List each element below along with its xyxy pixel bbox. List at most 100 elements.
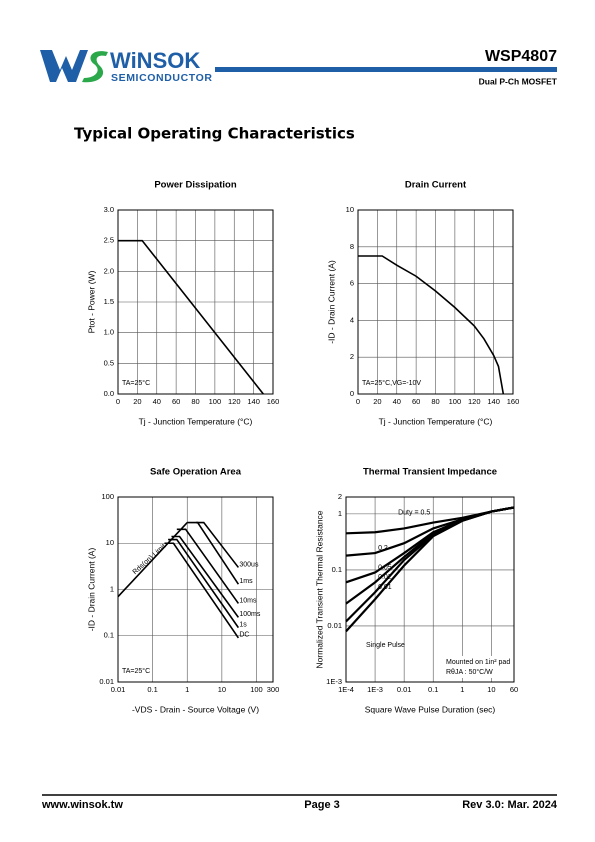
y-tick-label: 1E-3 <box>326 677 342 686</box>
chart-title: Safe Operation Area <box>150 467 242 478</box>
y-tick-label: 2.5 <box>104 236 114 245</box>
part-desc: Dual P-Ch MOSFET <box>479 76 558 86</box>
y-tick-label: 3.0 <box>104 205 114 214</box>
x-tick-label: 100 <box>250 685 263 694</box>
chart-title: Thermal Transient Impedance <box>363 467 497 478</box>
y-tick-label: 0.0 <box>104 389 114 398</box>
y-axis-label: -ID - Drain Current (A) <box>86 548 96 632</box>
x-tick-label: 100 <box>209 397 222 406</box>
plot-frame <box>357 209 514 395</box>
x-tick-label: 1 <box>185 685 189 694</box>
series-label: 1s <box>239 621 247 628</box>
plot-frame <box>117 496 274 683</box>
x-tick-label: 0.1 <box>147 685 157 694</box>
series-label: Single Pulse <box>366 642 405 649</box>
x-tick-label: 60 <box>172 397 180 406</box>
data-line <box>345 506 515 633</box>
data-line <box>164 542 240 639</box>
y-tick-label: 10 <box>106 538 114 547</box>
x-tick-label: 20 <box>373 397 381 406</box>
annotation: RθJA : 50°C/W <box>446 668 493 676</box>
data-line <box>118 239 264 395</box>
chart-title: Power Dissipation <box>154 180 237 191</box>
x-tick-label: 160 <box>507 397 520 406</box>
chart: Thermal Transient Impedance 1E-4 1E-3 0.01 0… <box>314 467 518 715</box>
series-label: 10ms <box>239 597 257 604</box>
x-tick-label: 300 <box>267 685 280 694</box>
x-tick-label: 80 <box>191 397 199 406</box>
series-label: Duty = 0.5 <box>398 509 430 516</box>
data-line <box>187 521 240 585</box>
annotation: TA=25°C <box>122 379 150 387</box>
part-number: WSP4807 <box>485 48 557 65</box>
x-tick-label: 40 <box>153 397 161 406</box>
y-axis-label: Normalized Transient Thermal Resistance <box>314 510 324 668</box>
series-label: 300us <box>239 561 259 568</box>
y-tick-label: 0 <box>350 389 354 398</box>
annotation-box <box>442 656 512 678</box>
x-axis-label: -VDS - Drain - Source Voltage (V) <box>132 704 259 714</box>
y-tick-label: 1 <box>338 509 342 518</box>
x-tick-label: 10 <box>487 685 495 694</box>
y-axis-label: Ptot - Power (W) <box>86 270 96 333</box>
x-axis-label: Tj - Junction Temperature (°C) <box>379 416 493 426</box>
x-tick-label: 120 <box>468 397 481 406</box>
y-tick-label: 6 <box>350 279 354 288</box>
series-label: DC <box>239 632 249 639</box>
series-label: 100ms <box>239 611 261 618</box>
section-title: Typical Operating Characteristics <box>74 125 355 143</box>
y-tick-label: 0.1 <box>332 565 342 574</box>
x-tick-label: 1E-4 <box>338 685 354 694</box>
chart: Power Dissipation 0 20 40 60 80 100 120 140 160 0.… <box>86 180 279 427</box>
data-line <box>176 528 240 604</box>
x-tick-label: 60 <box>510 685 518 694</box>
x-tick-label: 100 <box>449 397 462 406</box>
series-label: 0.02 <box>378 574 392 581</box>
chart-title: Drain Current <box>405 180 467 191</box>
x-tick-label: 10 <box>218 685 226 694</box>
y-tick-label: 10 <box>346 205 354 214</box>
annotation: TA=25°C,VG=-10V <box>362 379 421 387</box>
x-tick-label: 120 <box>228 397 241 406</box>
annotation: Mounted on 1in² pad <box>446 659 510 666</box>
x-tick-label: 0 <box>356 397 360 406</box>
x-tick-label: 40 <box>393 397 401 406</box>
x-axis-label: Tj - Junction Temperature (°C) <box>139 416 253 426</box>
y-tick-label: 100 <box>101 492 114 501</box>
x-tick-label: 140 <box>247 397 260 406</box>
y-tick-label: 2.0 <box>104 266 114 275</box>
data-line <box>117 522 188 598</box>
x-tick-label: 0.01 <box>111 685 126 694</box>
chart: Drain Current 0 20 40 60 80 100 120 140 160 0 2 4 6 8 1… <box>326 180 519 427</box>
plot-frame <box>117 209 274 395</box>
y-tick-label: 1 <box>110 584 114 593</box>
y-tick-label: 4 <box>350 315 354 324</box>
y-tick-label: 1.5 <box>104 297 114 306</box>
brand: WiNSOK <box>110 48 200 73</box>
footer-rev: Rev 3.0: Mar. 2024 <box>462 799 558 811</box>
footer-page: Page 3 <box>304 799 339 811</box>
y-tick-label: 0.01 <box>99 677 114 686</box>
logo-mark <box>40 50 108 83</box>
x-tick-label: 20 <box>133 397 141 406</box>
annotation: TA=25°C <box>122 667 150 675</box>
data-line <box>171 535 240 618</box>
series-label: 0.2 <box>378 545 388 552</box>
series-label: 0.05 <box>378 564 392 571</box>
y-tick-label: 0.1 <box>104 631 114 640</box>
data-line <box>196 521 240 568</box>
x-tick-label: 1 <box>460 685 464 694</box>
y-tick-label: 0.5 <box>104 358 114 367</box>
series-label: 1ms <box>239 578 253 585</box>
x-tick-label: 140 <box>487 397 500 406</box>
y-axis-label: -ID - Drain Current (A) <box>326 260 336 344</box>
data-line <box>168 538 240 629</box>
header-bar <box>215 67 557 72</box>
brand-sub: SEMICONDUCTOR <box>111 72 213 84</box>
x-tick-label: 0.01 <box>397 685 412 694</box>
x-axis-label: Square Wave Pulse Duration (sec) <box>365 704 496 714</box>
x-tick-label: 0 <box>116 397 120 406</box>
x-tick-label: 80 <box>431 397 439 406</box>
